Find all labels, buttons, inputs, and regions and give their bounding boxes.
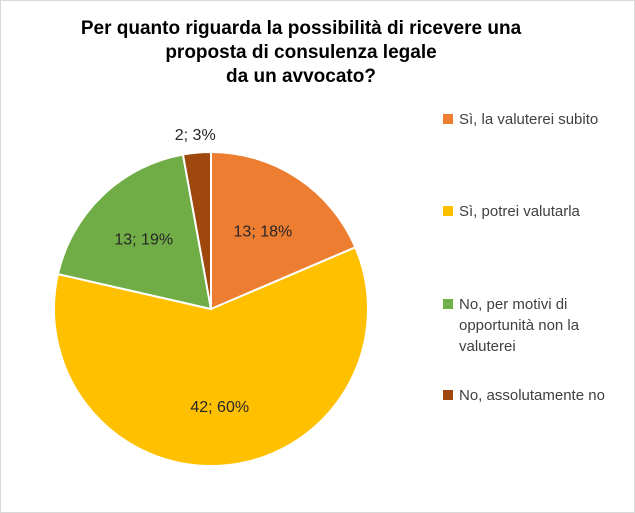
- legend-label-3: No, per motivi di opportunità non la val…: [459, 296, 580, 355]
- legend-label-1: Sì, la valuterei subito: [459, 111, 599, 128]
- legend-swatch-3: [443, 299, 453, 309]
- legend-swatch-1: [443, 114, 453, 124]
- legend-label-2: Sì, potrei valutarla: [459, 203, 580, 220]
- legend-swatch-2: [443, 206, 453, 216]
- data-label-2: 42; 60%: [190, 399, 249, 416]
- data-label-4: 2; 3%: [175, 127, 216, 144]
- legend-swatch-4: [443, 390, 453, 400]
- data-label-3: 13; 19%: [114, 232, 173, 249]
- pie-chart: 13; 18% 42; 60% 13; 19% 2; 3%: [53, 127, 369, 467]
- pie-slice-3: [56, 153, 213, 311]
- chart-legend: Sì, la valuterei subito Sì, potrei valut…: [443, 1, 628, 512]
- chart-title-line-3: da un avvocato?: [226, 66, 376, 87]
- pie-slice-2: [53, 245, 369, 467]
- chart-title-line-1: Per quanto riguarda la possibilità di ri…: [80, 18, 522, 39]
- chart-title-line-2: proposta di consulenza legale: [165, 42, 437, 63]
- data-label-1: 13; 18%: [234, 223, 293, 240]
- chart-title: Per quanto riguarda la possibilità di ri…: [41, 17, 561, 89]
- pie-slice-4: [181, 150, 212, 310]
- pie-slice-1: [210, 150, 357, 311]
- legend-label-4: No, assolutamente no: [459, 387, 605, 404]
